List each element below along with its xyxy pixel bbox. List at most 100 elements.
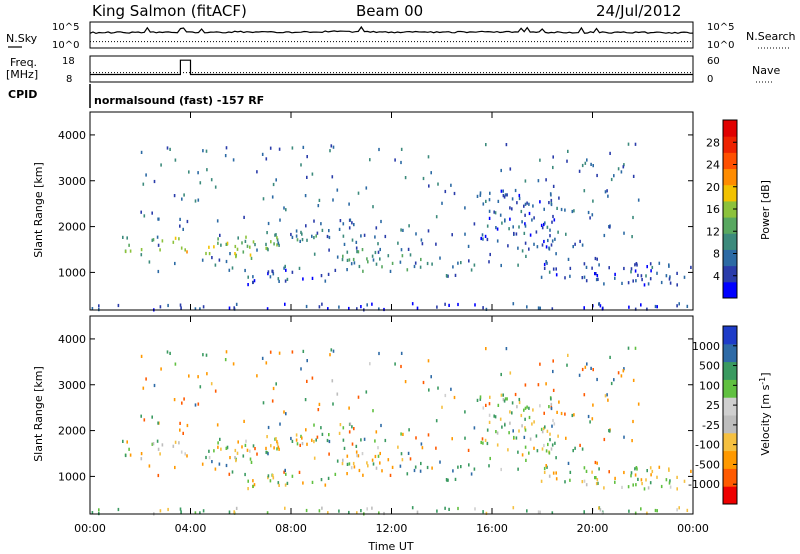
power-cell [646, 307, 648, 311]
velocity-cell [496, 431, 499, 435]
velocity-cell [511, 401, 514, 405]
power-cell [179, 217, 181, 221]
velocity-colorbar-tick-label: -500 [695, 458, 720, 471]
power-cell [278, 279, 280, 283]
velocity-cell [448, 507, 450, 511]
velocity-cell [302, 481, 304, 485]
power-cell [271, 195, 274, 199]
power-cell [220, 243, 222, 247]
power-cell [546, 225, 549, 229]
velocity-cell [233, 510, 235, 514]
power-cell [265, 242, 267, 246]
velocity-cell [317, 408, 320, 412]
velocity-cell [283, 410, 285, 414]
power-cell [202, 149, 204, 153]
nave-right-label: Nave [752, 64, 780, 77]
power-cell [269, 275, 272, 279]
power-cell [362, 269, 364, 273]
power-cell [564, 208, 566, 212]
velocity-cell [415, 436, 417, 440]
velocity-cell [355, 450, 358, 454]
power-cell [587, 210, 590, 215]
velocity-cell [128, 447, 130, 451]
velocity-cell [665, 478, 668, 482]
power-cell [634, 142, 637, 146]
velocity-cell [356, 454, 358, 458]
power-cell [320, 222, 322, 226]
velocity-cell [621, 485, 623, 489]
power-cell [351, 221, 353, 225]
velocity-cell [623, 435, 625, 439]
power-cell [249, 245, 251, 249]
velocity-cell [489, 395, 491, 399]
power-cell [274, 233, 276, 237]
velocity-cell [247, 487, 249, 491]
power-cell [585, 265, 588, 269]
power-cell [210, 178, 213, 182]
velocity-cell [324, 483, 327, 487]
power-cell [182, 227, 184, 231]
power-cell [572, 245, 574, 249]
velocity-cell [267, 452, 269, 456]
power-cell [267, 248, 269, 252]
power-cell [513, 231, 515, 236]
power-colorbar-tick-label: 4 [713, 270, 720, 283]
power-cell [363, 233, 366, 237]
velocity-cell [265, 361, 268, 365]
power-cell [228, 268, 231, 272]
velocity-cell [558, 400, 560, 404]
velocity-cell [129, 453, 132, 457]
velocity-colorbar-swatch [723, 361, 737, 380]
velocity-cell [637, 477, 639, 481]
power-cell [197, 198, 200, 202]
velocity-cell [316, 435, 319, 439]
velocity-cell [256, 452, 258, 456]
power-cell [494, 211, 497, 215]
velocity-cell [540, 427, 543, 431]
velocity-cell [414, 465, 417, 469]
velocity-cell [243, 419, 245, 423]
power-cell [416, 306, 419, 310]
power-cell [272, 272, 275, 276]
power-cell [524, 179, 527, 183]
velocity-cell [301, 436, 303, 440]
velocity-cell [488, 413, 491, 417]
velocity-cell [628, 509, 630, 513]
velocity-cell [484, 438, 487, 442]
power-cell [543, 207, 545, 211]
power-cell [632, 215, 634, 220]
velocity-cell [279, 422, 281, 426]
velocity-cell [378, 351, 380, 356]
velocity-cell [229, 456, 231, 460]
velocity-cell [290, 436, 292, 441]
velocity-cell [627, 346, 630, 350]
velocity-cell [332, 402, 334, 406]
velocity-cell [486, 428, 489, 432]
velocity-cell [300, 434, 302, 438]
velocity-cell [327, 476, 330, 480]
power-cell [279, 218, 281, 222]
power-cell [608, 266, 610, 270]
y-tick-label: 3000 [58, 175, 86, 188]
power-cell [387, 254, 390, 258]
velocity-cell [560, 411, 563, 416]
velocity-cell [437, 386, 439, 390]
power-cell [500, 168, 502, 173]
power-cell [224, 154, 227, 158]
power-cell [620, 170, 623, 174]
power-cell [683, 275, 686, 279]
velocity-cell [375, 430, 378, 434]
velocity-cell [117, 507, 120, 512]
power-cell [501, 221, 503, 225]
power-cell [346, 258, 349, 262]
power-cell [547, 238, 549, 243]
power-cell [509, 206, 511, 210]
power-cell [439, 256, 441, 260]
power-cell [272, 182, 275, 187]
power-cell [328, 248, 330, 252]
velocity-cell [400, 364, 402, 369]
power-cell [366, 257, 368, 261]
velocity-cell [521, 424, 523, 428]
velocity-cell [278, 351, 281, 355]
power-cell [486, 237, 489, 242]
